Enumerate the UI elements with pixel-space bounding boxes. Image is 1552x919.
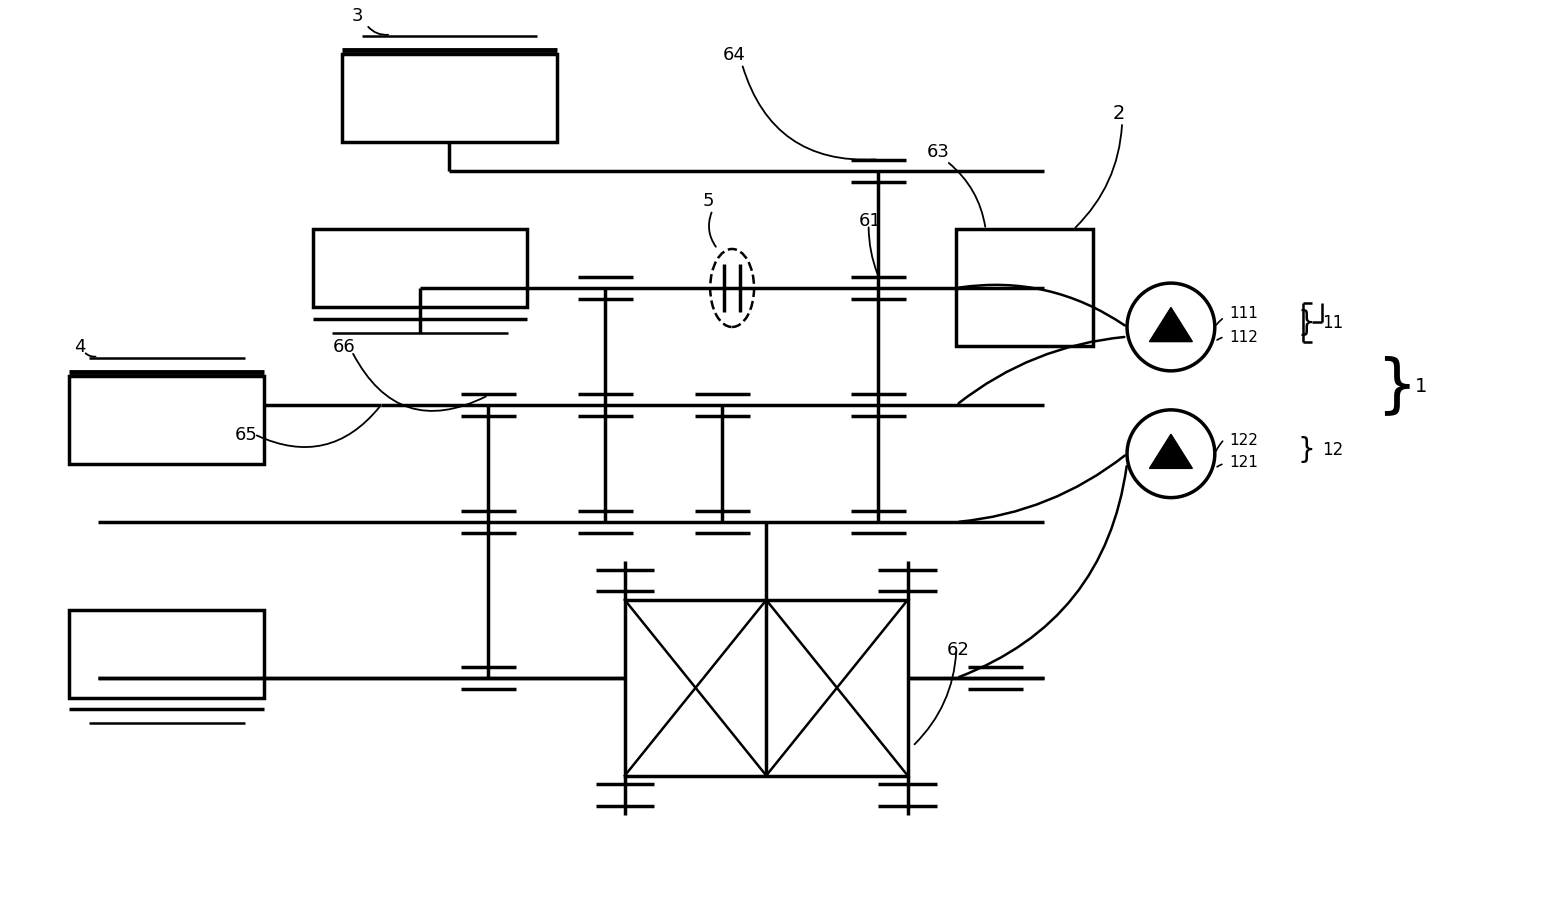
Text: }: } [1297, 436, 1316, 463]
Text: 66: 66 [332, 338, 355, 356]
Bar [625, 600, 908, 776]
Bar [314, 231, 528, 308]
Text: 1: 1 [1415, 377, 1428, 395]
Text: 5: 5 [703, 192, 714, 210]
Text: 122: 122 [1229, 432, 1259, 448]
Text: 111: 111 [1229, 305, 1259, 321]
Bar [68, 610, 264, 698]
Text: 11: 11 [1322, 313, 1344, 332]
Text: 64: 64 [722, 46, 745, 64]
Bar [956, 231, 1093, 347]
Bar [68, 376, 264, 464]
Text: }: } [1375, 355, 1417, 417]
Bar [341, 55, 557, 142]
Polygon shape [1150, 435, 1192, 469]
Text: 4: 4 [74, 338, 85, 356]
Text: 62: 62 [947, 640, 970, 658]
Text: 65: 65 [234, 425, 258, 444]
Text: 61: 61 [858, 211, 882, 230]
Text: }: } [1297, 309, 1316, 336]
Text: 2: 2 [1113, 104, 1125, 123]
Text: 112: 112 [1229, 330, 1259, 345]
Text: 12: 12 [1322, 440, 1344, 459]
Text: 3: 3 [352, 7, 363, 25]
Text: 63: 63 [927, 143, 950, 162]
Text: 121: 121 [1229, 455, 1259, 470]
Polygon shape [1150, 308, 1192, 342]
